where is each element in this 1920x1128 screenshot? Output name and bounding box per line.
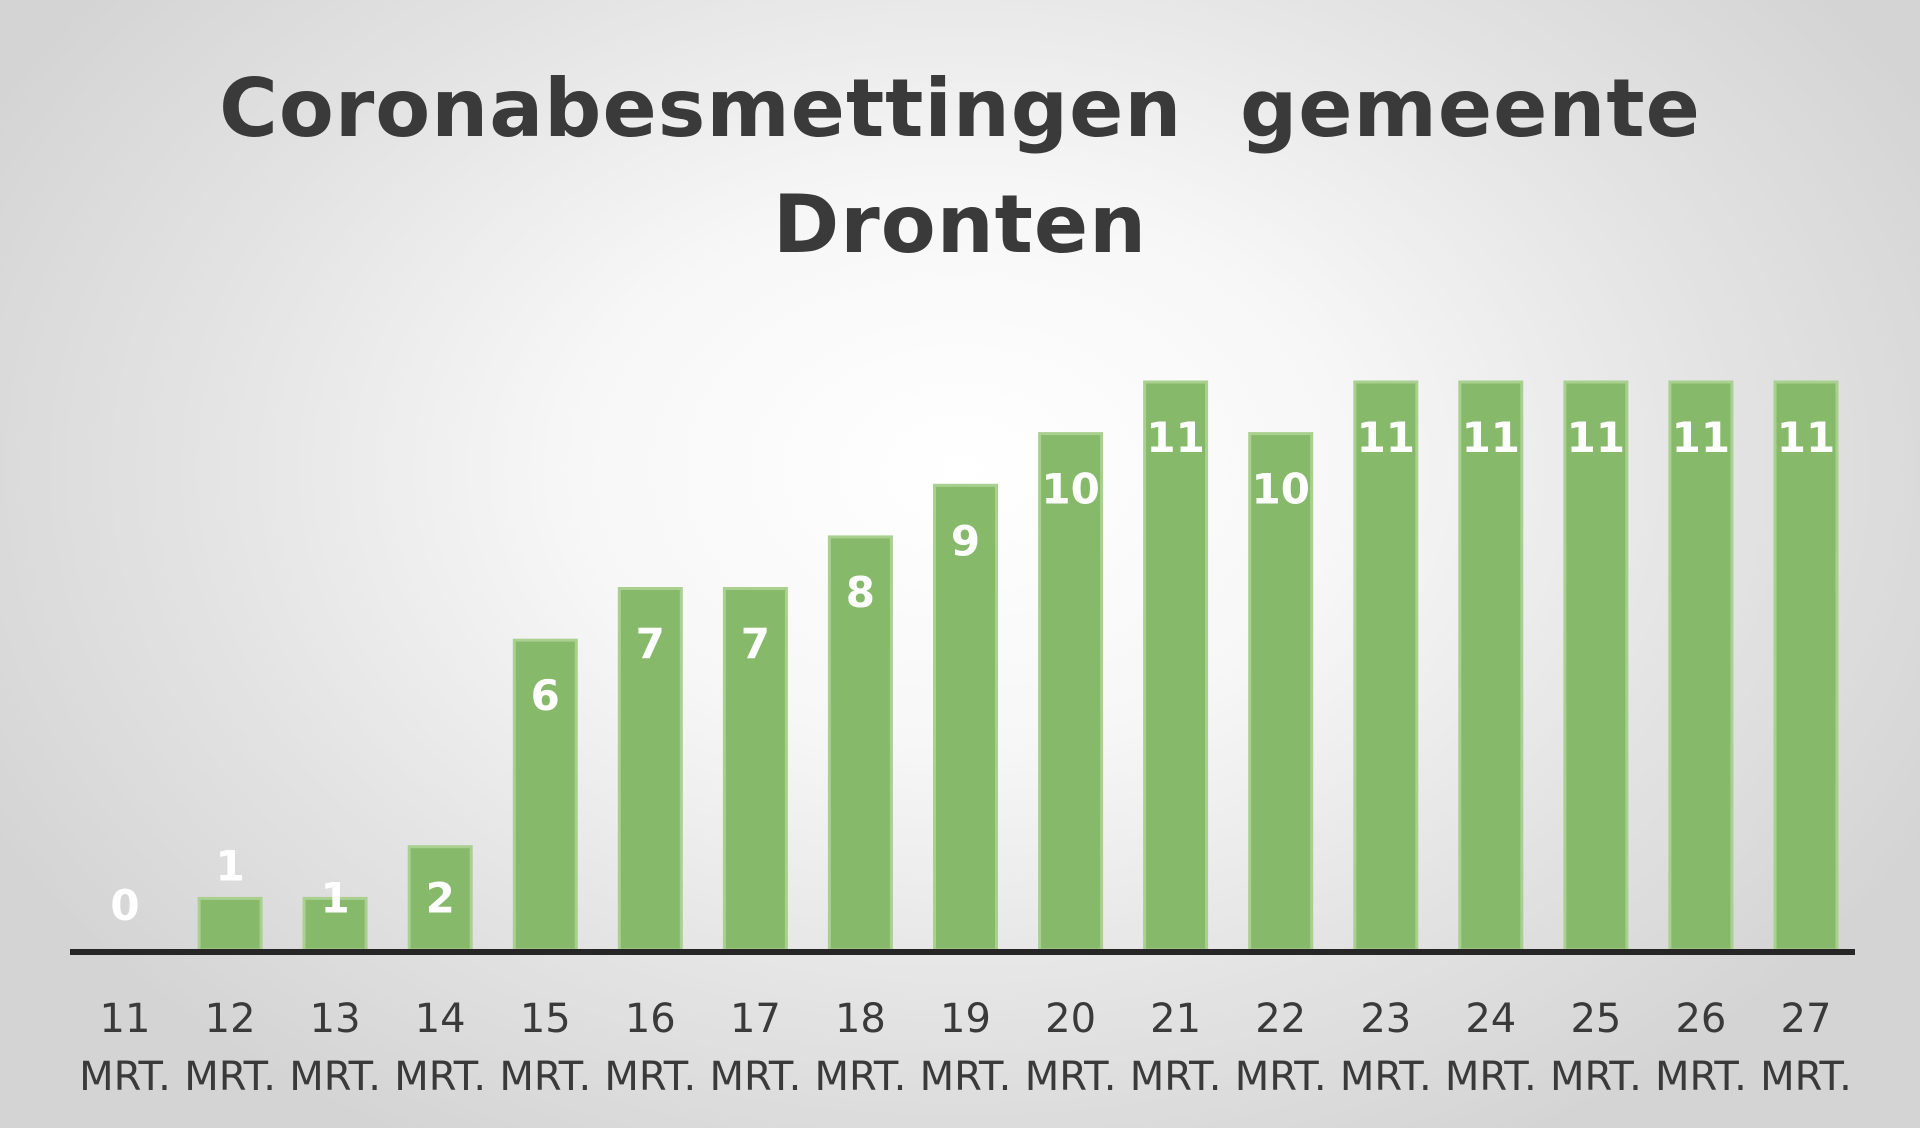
chart-title-line-1: Coronabesmettingen gemeente <box>219 62 1701 155</box>
x-tick-label-day: 14 <box>415 996 466 1042</box>
x-tick-label-day: 15 <box>520 996 571 1042</box>
bar <box>1038 432 1104 952</box>
data-label: 11 <box>1357 413 1415 462</box>
x-tick-label-day: 24 <box>1465 996 1516 1042</box>
x-tick-label-month: MRT. <box>184 1054 276 1100</box>
x-tick-label-day: 17 <box>730 996 781 1042</box>
x-tick-label-month: MRT. <box>499 1054 591 1100</box>
x-tick-label-day: 11 <box>100 996 151 1042</box>
x-tick-label-month: MRT. <box>1550 1054 1642 1100</box>
data-label: 11 <box>1672 413 1730 462</box>
x-tick-label-month: MRT. <box>710 1054 802 1100</box>
x-tick-label-day: 12 <box>205 996 256 1042</box>
x-tick-label-month: MRT. <box>1445 1054 1537 1100</box>
bar <box>1563 380 1629 952</box>
data-label: 1 <box>215 841 244 890</box>
x-tick-label-day: 27 <box>1781 996 1832 1042</box>
x-tick-label-day: 19 <box>940 996 991 1042</box>
data-label: 11 <box>1777 413 1835 462</box>
bar <box>302 896 368 952</box>
x-tick-label-day: 20 <box>1045 996 1096 1042</box>
x-tick-label-month: MRT. <box>79 1054 171 1100</box>
data-label: 7 <box>636 620 665 669</box>
bar <box>1458 380 1524 952</box>
x-tick-label-day: 18 <box>835 996 886 1042</box>
x-tick-label-month: MRT. <box>920 1054 1012 1100</box>
data-label: 8 <box>846 568 875 617</box>
bar <box>933 483 998 952</box>
x-tick-label-month: MRT. <box>394 1054 486 1100</box>
data-label: 11 <box>1146 413 1204 462</box>
bar <box>1143 380 1209 952</box>
x-tick-label-month: MRT. <box>1235 1054 1327 1100</box>
x-tick-label-month: MRT. <box>1340 1054 1432 1100</box>
bar <box>1353 380 1419 952</box>
x-tick-label-day: 22 <box>1255 996 1306 1042</box>
x-tick-label-month: MRT. <box>815 1054 907 1100</box>
data-label: 10 <box>1251 465 1309 514</box>
x-tick-label-month: MRT. <box>289 1054 381 1100</box>
x-tick-label-month: MRT. <box>1130 1054 1222 1100</box>
bar <box>1248 432 1314 952</box>
x-tick-label-month: MRT. <box>604 1054 696 1100</box>
chart-title-line-2: Dronten <box>772 178 1148 271</box>
x-tick-label-day: 21 <box>1150 996 1201 1042</box>
x-tick-label-day: 23 <box>1360 996 1411 1042</box>
data-label: 11 <box>1462 413 1520 462</box>
x-tick-label-month: MRT. <box>1025 1054 1117 1100</box>
x-tick-label-day: 16 <box>625 996 676 1042</box>
data-label: 6 <box>531 671 560 720</box>
x-tick-label-month: MRT. <box>1760 1054 1852 1100</box>
bar <box>197 896 263 952</box>
data-label: 2 <box>426 874 455 923</box>
x-tick-label-day: 25 <box>1570 996 1621 1042</box>
data-label: 10 <box>1041 465 1099 514</box>
data-label: 11 <box>1567 413 1625 462</box>
x-tick-label-month: MRT. <box>1655 1054 1747 1100</box>
data-label: 0 <box>110 881 139 930</box>
x-tick-label-day: 13 <box>310 996 361 1042</box>
data-label: 1 <box>320 873 349 922</box>
x-tick-label-day: 26 <box>1675 996 1726 1042</box>
bar <box>1668 380 1734 952</box>
bar <box>1773 380 1839 952</box>
data-label: 7 <box>741 620 770 669</box>
data-label: 9 <box>951 516 980 565</box>
